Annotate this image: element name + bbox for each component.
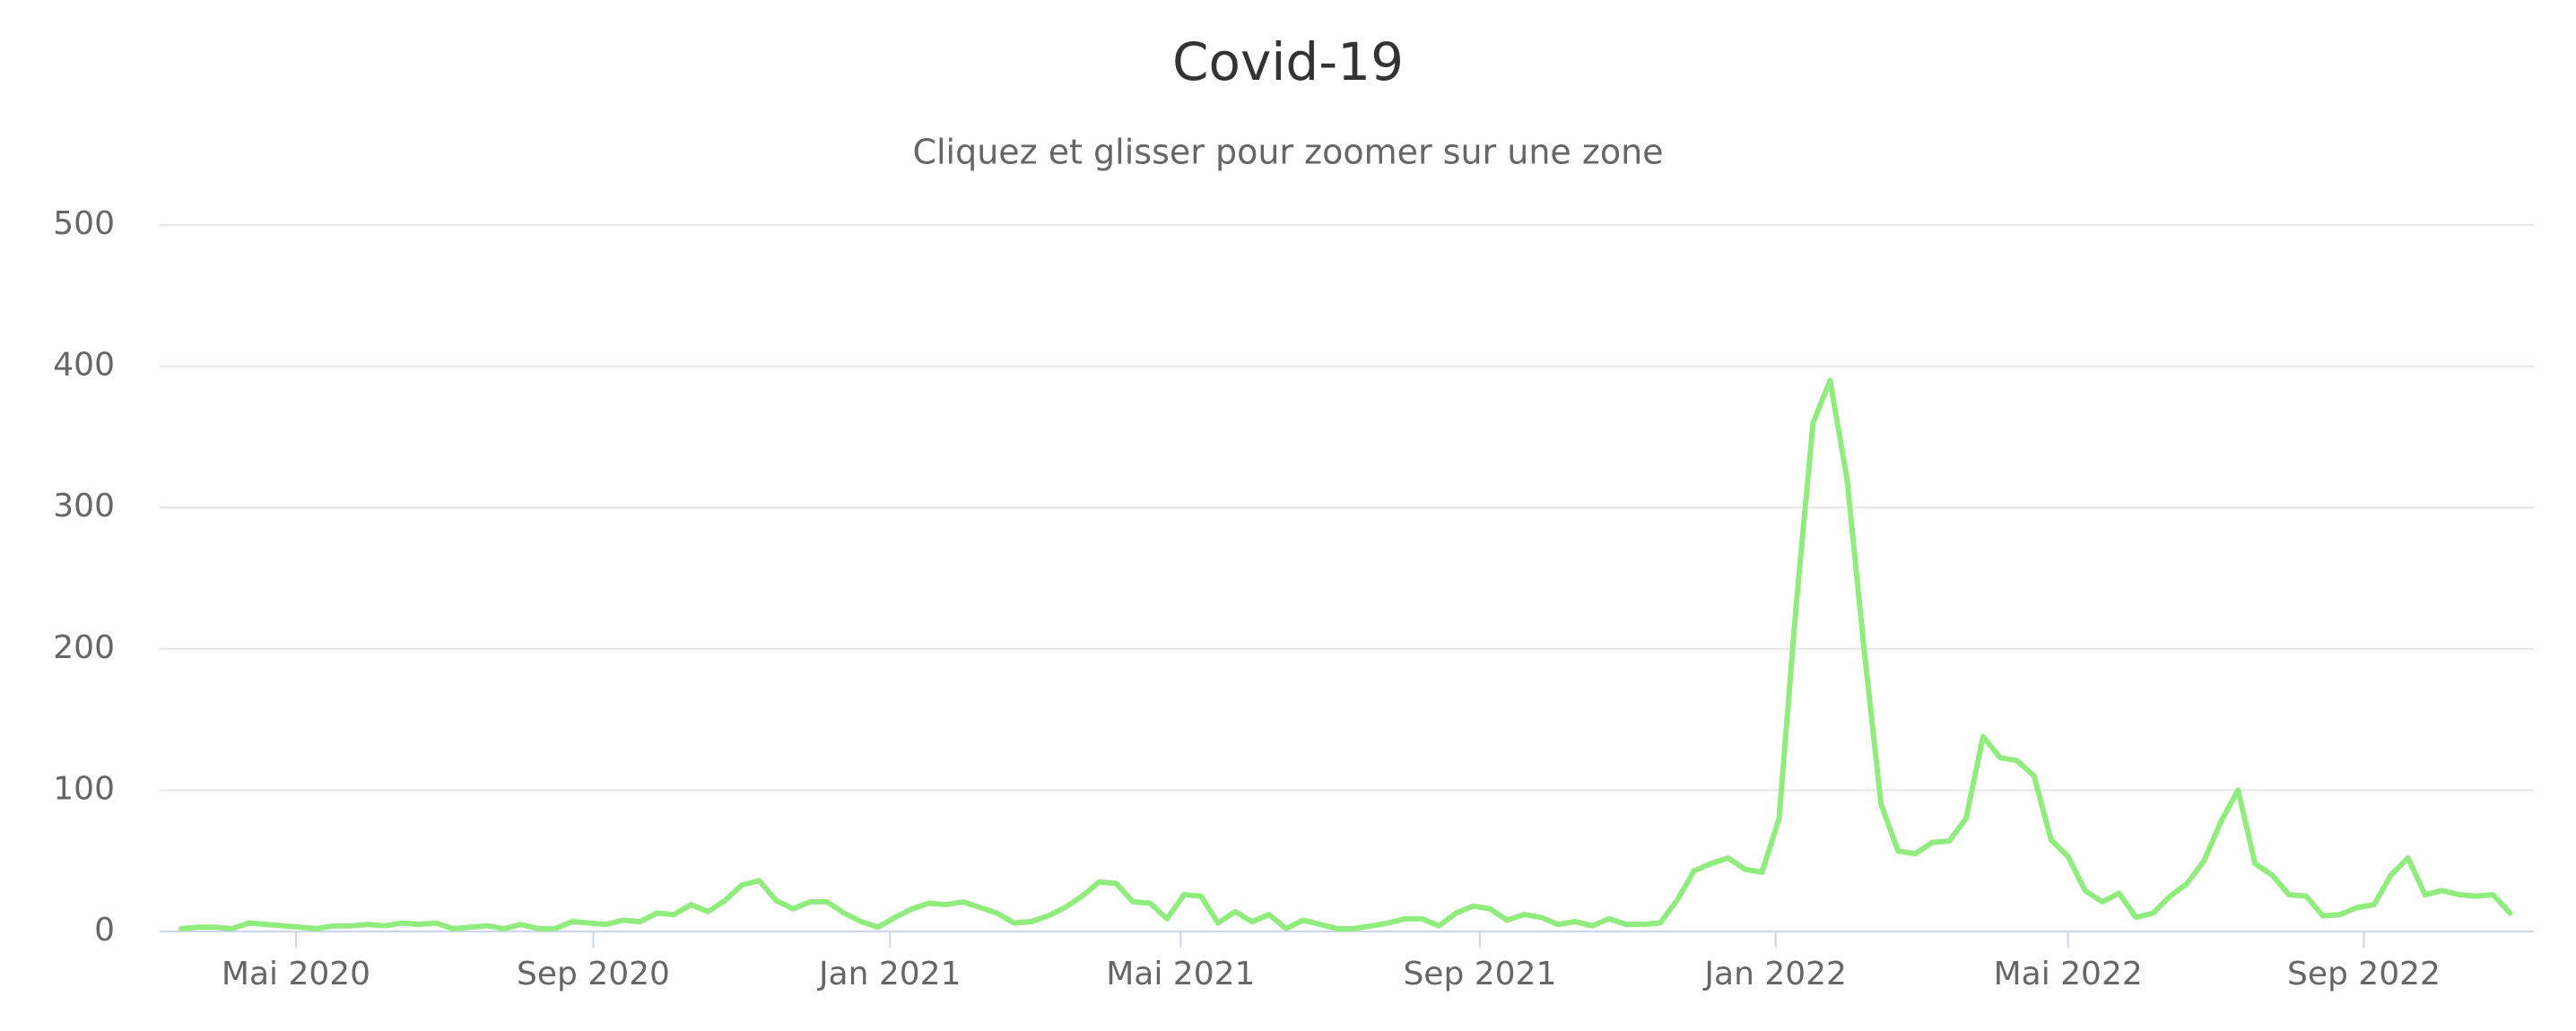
x-tick-label: Mai 2020 <box>222 956 370 992</box>
x-tick-label: Sep 2022 <box>2287 956 2441 992</box>
x-tick-label: Sep 2020 <box>517 956 670 992</box>
y-tick-label: 100 <box>53 770 115 807</box>
y-tick-label: 0 <box>94 912 115 949</box>
chart-title: Covid-19 <box>1172 31 1404 92</box>
line <box>178 377 2513 931</box>
y-tick-label: 500 <box>53 205 115 242</box>
x-tick-label: Sep 2021 <box>1403 956 1556 992</box>
y-tick-label: 400 <box>53 347 115 384</box>
x-tick-label: Jan 2022 <box>1702 956 1847 992</box>
x-tick-label: Mai 2022 <box>1994 956 2143 992</box>
y-tick-label: 200 <box>53 629 115 666</box>
x-tick-label: Jan 2021 <box>817 956 962 992</box>
y-tick-label: 300 <box>53 488 115 524</box>
x-tick-label: Mai 2021 <box>1106 956 1255 992</box>
chart-subtitle: Cliquez et glisser pour zoomer sur une z… <box>912 133 1663 172</box>
